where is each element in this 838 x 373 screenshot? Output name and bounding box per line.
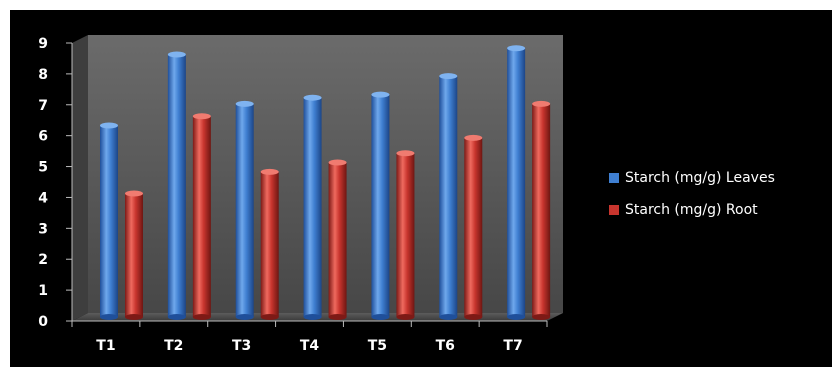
chart-back-wall bbox=[88, 35, 563, 313]
bar-t5-root bbox=[396, 150, 415, 320]
y-tick-label: 5 bbox=[38, 160, 48, 176]
x-tick-label: T3 bbox=[232, 338, 251, 354]
bar-t4-leaves bbox=[303, 94, 322, 320]
x-tick-label: T6 bbox=[436, 338, 455, 354]
bar-t6-root bbox=[464, 134, 483, 320]
y-tick-label: 8 bbox=[38, 67, 48, 83]
y-tick-label: 9 bbox=[38, 36, 48, 52]
x-tick-label: T1 bbox=[96, 338, 115, 354]
bar-t6-leaves bbox=[439, 73, 458, 320]
legend-label-root: Starch (mg/g) Root bbox=[625, 202, 758, 218]
y-tick-label: 4 bbox=[38, 190, 48, 206]
y-tick-label: 2 bbox=[38, 252, 48, 268]
x-tick-label: T5 bbox=[368, 338, 387, 354]
legend-label-leaves: Starch (mg/g) Leaves bbox=[625, 170, 775, 186]
x-tick-label: T4 bbox=[300, 338, 320, 354]
y-tick-label: 7 bbox=[38, 98, 48, 114]
y-tick-label: 6 bbox=[38, 129, 48, 145]
bar-t3-leaves bbox=[235, 100, 254, 320]
bar-t4-root bbox=[328, 159, 347, 320]
y-tick-label: 1 bbox=[38, 283, 48, 299]
x-tick-label: T2 bbox=[164, 338, 183, 354]
legend-swatch-root bbox=[609, 205, 619, 215]
bar-t3-root bbox=[260, 168, 279, 320]
bar-t7-root bbox=[532, 100, 551, 320]
legend: Starch (mg/g) Leaves Starch (mg/g) Root bbox=[609, 170, 775, 218]
bar-t2-root bbox=[192, 113, 211, 320]
y-tick-label: 3 bbox=[38, 221, 48, 237]
bar-t7-leaves bbox=[507, 45, 526, 320]
x-tick-label: T7 bbox=[503, 338, 522, 354]
legend-swatch-leaves bbox=[609, 173, 619, 183]
bar-t2-leaves bbox=[167, 51, 186, 320]
bar-t1-leaves bbox=[100, 122, 118, 320]
y-tick-label: 0 bbox=[38, 314, 48, 330]
chart-side-wall bbox=[72, 35, 88, 321]
bar-t1-root bbox=[125, 190, 143, 320]
bar-t5-leaves bbox=[371, 91, 390, 320]
